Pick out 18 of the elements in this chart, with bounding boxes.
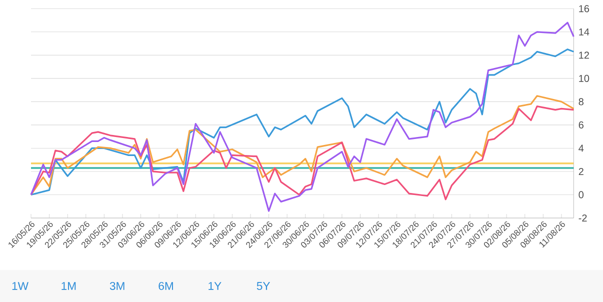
text: 5Y bbox=[256, 282, 270, 290]
y-tick-label: 8 bbox=[578, 98, 584, 106]
y-tick-label: 0 bbox=[578, 191, 584, 198]
y-tick-label: -2 bbox=[578, 214, 587, 222]
y-tick-label: 6 bbox=[578, 121, 584, 128]
text: 6M bbox=[158, 282, 173, 290]
text: 1Y bbox=[208, 282, 222, 290]
line-series bbox=[30, 22, 574, 212]
y-tick-label: 2 bbox=[578, 168, 584, 175]
line-series bbox=[30, 48, 574, 196]
text: 1M bbox=[62, 282, 76, 290]
text: 3M bbox=[110, 282, 124, 290]
y-tick-label: 16 bbox=[579, 5, 590, 12]
y-tick-label: 12 bbox=[579, 52, 589, 59]
y-tick-label: 14 bbox=[579, 28, 590, 36]
text: 1W bbox=[12, 282, 28, 290]
y-tick-label: 4 bbox=[578, 144, 584, 152]
y-tick-label: 10 bbox=[579, 74, 590, 82]
